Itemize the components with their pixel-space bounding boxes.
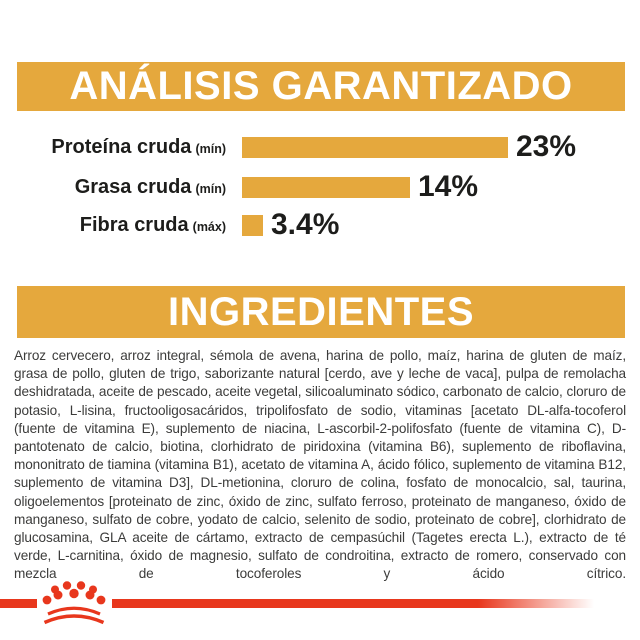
crown-arc-lower <box>43 614 105 625</box>
fiber-value: 3.4% <box>271 208 340 241</box>
protein-row-label: Proteína cruda (mín) <box>0 134 226 160</box>
royal-canin-crown-logo <box>42 581 106 625</box>
analysis-title: ANÁLISIS GARANTIZADO <box>69 64 573 108</box>
protein-value: 23% <box>516 130 577 163</box>
analysis-banner: ANÁLISIS GARANTIZADO <box>17 62 625 111</box>
ingredients-title: INGREDIENTES <box>167 289 475 334</box>
protein-label: Proteína cruda <box>51 136 192 158</box>
ingredients-text: Arroz cervecero, arroz integral, sémola … <box>14 348 626 582</box>
crown-arc-upper <box>47 606 101 616</box>
ingredients-banner: INGREDIENTES <box>17 286 625 338</box>
footer-rule-right <box>112 599 594 608</box>
fat-bar <box>242 177 410 198</box>
fat-qualifier: (mín) <box>195 182 226 196</box>
fiber-bar <box>242 215 263 236</box>
fat-label: Grasa cruda <box>74 176 192 198</box>
protein-qualifier: (mín) <box>195 142 226 156</box>
footer-rule-left <box>0 599 37 608</box>
crown-dots <box>42 581 106 605</box>
protein-bar <box>242 137 508 158</box>
fat-value: 14% <box>418 170 479 203</box>
fiber-qualifier: (máx) <box>192 220 226 234</box>
fiber-label: Fibra cruda <box>79 214 189 236</box>
fiber-row-label: Fibra cruda (máx) <box>0 212 226 238</box>
fat-row-label: Grasa cruda (mín) <box>0 174 226 200</box>
